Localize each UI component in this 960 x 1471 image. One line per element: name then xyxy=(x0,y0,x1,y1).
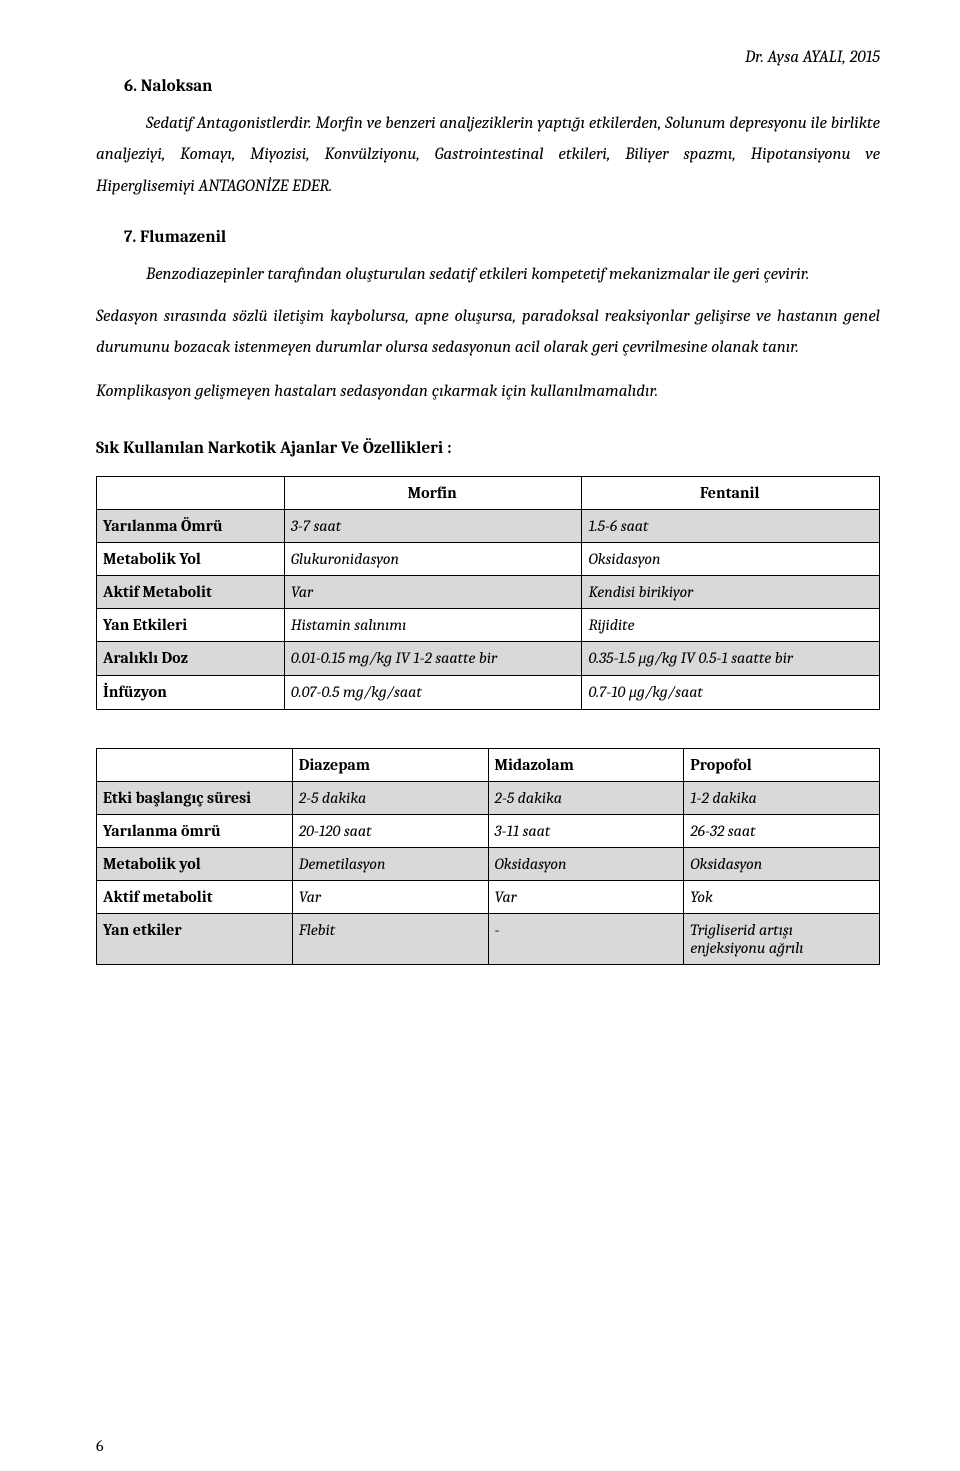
t2-r3-c3: Yok xyxy=(684,881,880,914)
t2-r4-c1: Flebit xyxy=(292,914,488,965)
t1-r2-c1: Var xyxy=(284,576,582,609)
table-row: Morfin Fentanil xyxy=(97,477,880,510)
t2-r2-label: Metabolik yol xyxy=(97,848,293,881)
section6-paragraph: Sedatif Antagonistlerdir. Morfin ve benz… xyxy=(96,108,880,202)
t1-r0-c1: 3-7 saat xyxy=(284,510,582,543)
table-row: Yarılanma ömrü 20-120 saat 3-11 saat 26-… xyxy=(97,815,880,848)
t2-r1-label: Yarılanma ömrü xyxy=(97,815,293,848)
t2-r3-label: Aktif metabolit xyxy=(97,881,293,914)
t2-header-empty xyxy=(97,749,293,782)
t2-r3-c1: Var xyxy=(292,881,488,914)
t1-header-empty xyxy=(97,477,285,510)
t2-r2-c1: Demetilasyon xyxy=(292,848,488,881)
table-row: Yan Etkileri Histamin salınımı Rijidite xyxy=(97,609,880,642)
t1-r3-c1: Histamin salınımı xyxy=(284,609,582,642)
t1-header-fentanil: Fentanil xyxy=(582,477,880,510)
narcotic-agents-table: Morfin Fentanil Yarılanma Ömrü 3-7 saat … xyxy=(96,476,880,710)
t1-r3-label: Yan Etkileri xyxy=(97,609,285,642)
t2-r4-c2: - xyxy=(488,914,684,965)
table-row: Yarılanma Ömrü 3-7 saat 1.5-6 saat xyxy=(97,510,880,543)
t1-r4-c1: 0.01-0.15 mg/kg IV 1-2 saatte bir xyxy=(284,642,582,676)
t2-header-midazolam: Midazolam xyxy=(488,749,684,782)
t2-r1-c3: 26-32 saat xyxy=(684,815,880,848)
t1-r1-label: Metabolik Yol xyxy=(97,543,285,576)
table-row: Metabolik Yol Glukuronidasyon Oksidasyon xyxy=(97,543,880,576)
table-row: Metabolik yol Demetilasyon Oksidasyon Ok… xyxy=(97,848,880,881)
t1-r5-label: İnfüzyon xyxy=(97,676,285,710)
table-row: İnfüzyon 0.07-0.5 mg/kg/saat 0.7-10 μg/k… xyxy=(97,676,880,710)
section6-heading: 6. Naloksan xyxy=(124,77,880,96)
t2-header-propofol: Propofol xyxy=(684,749,880,782)
t2-r1-c2: 3-11 saat xyxy=(488,815,684,848)
t1-r1-c1: Glukuronidasyon xyxy=(284,543,582,576)
t1-r5-c2: 0.7-10 μg/kg/saat xyxy=(582,676,880,710)
t2-r0-c3: 1-2 dakika xyxy=(684,782,880,815)
t1-r5-c1: 0.07-0.5 mg/kg/saat xyxy=(284,676,582,710)
t2-r4-c3: Trigliserid artışı enjeksiyonu ağrılı xyxy=(684,914,880,965)
t2-r0-c1: 2-5 dakika xyxy=(292,782,488,815)
header-author-year: Dr. Aysa AYALI, 2015 xyxy=(96,48,880,67)
t2-r2-c2: Oksidasyon xyxy=(488,848,684,881)
page-number: 6 xyxy=(96,1437,104,1455)
section7-paragraph-2: Sedasyon sırasında sözlü iletişim kaybol… xyxy=(96,301,880,364)
t1-r0-label: Yarılanma Ömrü xyxy=(97,510,285,543)
table-row: Yan etkiler Flebit - Trigliserid artışı … xyxy=(97,914,880,965)
t2-r1-c1: 20-120 saat xyxy=(292,815,488,848)
t1-r2-label: Aktif Metabolit xyxy=(97,576,285,609)
t1-r4-c2: 0.35-1.5 μg/kg IV 0.5-1 saatte bir xyxy=(582,642,880,676)
section7-paragraph-3: Komplikasyon gelişmeyen hastaları sedasy… xyxy=(96,376,880,407)
t2-r2-c3: Oksidasyon xyxy=(684,848,880,881)
t2-header-diazepam: Diazepam xyxy=(292,749,488,782)
sedative-agents-table: Diazepam Midazolam Propofol Etki başlang… xyxy=(96,748,880,965)
table-row: Aralıklı Doz 0.01-0.15 mg/kg IV 1-2 saat… xyxy=(97,642,880,676)
page-container: Dr. Aysa AYALI, 2015 6. Naloksan Sedatif… xyxy=(0,0,960,1471)
t2-r0-c2: 2-5 dakika xyxy=(488,782,684,815)
t1-r1-c2: Oksidasyon xyxy=(582,543,880,576)
t1-r2-c2: Kendisi birikiyor xyxy=(582,576,880,609)
table-row: Etki başlangıç süresi 2-5 dakika 2-5 dak… xyxy=(97,782,880,815)
t1-r3-c2: Rijidite xyxy=(582,609,880,642)
table-row: Aktif metabolit Var Var Yok xyxy=(97,881,880,914)
table-row: Aktif Metabolit Var Kendisi birikiyor xyxy=(97,576,880,609)
t1-r4-label: Aralıklı Doz xyxy=(97,642,285,676)
table-row: Diazepam Midazolam Propofol xyxy=(97,749,880,782)
t2-r3-c2: Var xyxy=(488,881,684,914)
table1-title: Sık Kullanılan Narkotik Ajanlar Ve Özell… xyxy=(96,439,880,458)
t2-r4-label: Yan etkiler xyxy=(97,914,293,965)
section7-heading: 7. Flumazenil xyxy=(124,228,880,247)
section7-paragraph-1: Benzodiazepinler tarafından oluşturulan … xyxy=(96,259,880,290)
t1-header-morfin: Morfin xyxy=(284,477,582,510)
t2-r0-label: Etki başlangıç süresi xyxy=(97,782,293,815)
t1-r0-c2: 1.5-6 saat xyxy=(582,510,880,543)
